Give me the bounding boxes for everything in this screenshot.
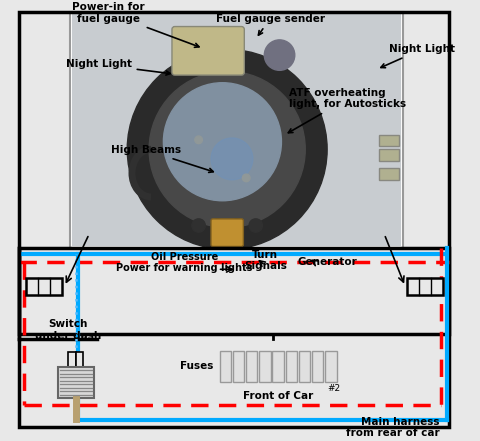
Bar bbox=[76, 352, 84, 367]
Bar bbox=[259, 351, 271, 381]
Circle shape bbox=[163, 83, 281, 201]
Bar bbox=[19, 248, 449, 427]
Circle shape bbox=[249, 219, 263, 232]
Bar bbox=[219, 351, 231, 381]
Text: Main harness
from rear of car: Main harness from rear of car bbox=[346, 417, 440, 438]
Circle shape bbox=[211, 219, 224, 232]
Bar bbox=[26, 278, 62, 295]
Bar bbox=[72, 14, 401, 247]
Bar bbox=[286, 351, 297, 381]
Bar bbox=[273, 351, 284, 381]
Bar bbox=[380, 135, 398, 146]
Text: Oil Pressure
Power for warning lights: Oil Pressure Power for warning lights bbox=[116, 252, 252, 273]
Bar bbox=[68, 352, 76, 367]
Bar bbox=[407, 278, 443, 295]
Circle shape bbox=[264, 40, 295, 70]
Bar bbox=[312, 351, 324, 381]
Bar bbox=[58, 367, 94, 398]
Text: ATF overheating
light, for Autosticks: ATF overheating light, for Autosticks bbox=[288, 88, 406, 133]
Text: High Beams: High Beams bbox=[111, 145, 213, 172]
Circle shape bbox=[192, 219, 205, 232]
Text: Fuses: Fuses bbox=[180, 361, 214, 371]
Circle shape bbox=[230, 219, 243, 232]
Circle shape bbox=[149, 71, 305, 228]
Text: Switch
under dash: Switch under dash bbox=[35, 319, 101, 341]
Text: Night Light: Night Light bbox=[66, 60, 170, 75]
Circle shape bbox=[195, 136, 203, 144]
Text: Power-in for
fuel gauge: Power-in for fuel gauge bbox=[72, 2, 199, 47]
Text: Fuel gauge sender: Fuel gauge sender bbox=[216, 14, 324, 35]
FancyBboxPatch shape bbox=[211, 219, 243, 247]
Circle shape bbox=[211, 138, 253, 180]
Bar bbox=[380, 168, 398, 180]
Text: Front of Car: Front of Car bbox=[243, 391, 313, 401]
Bar bbox=[233, 351, 244, 381]
Bar bbox=[325, 351, 336, 381]
Bar bbox=[299, 351, 310, 381]
Text: Generator: Generator bbox=[297, 258, 357, 268]
Bar bbox=[246, 351, 257, 381]
Circle shape bbox=[242, 174, 250, 182]
FancyBboxPatch shape bbox=[172, 26, 244, 75]
Text: Turn
Signals: Turn Signals bbox=[244, 250, 287, 271]
Bar bbox=[19, 12, 449, 334]
Text: Night Light: Night Light bbox=[381, 44, 455, 68]
Circle shape bbox=[127, 49, 327, 249]
Bar bbox=[70, 12, 403, 248]
Bar bbox=[380, 149, 398, 161]
Text: #2: #2 bbox=[327, 385, 340, 393]
